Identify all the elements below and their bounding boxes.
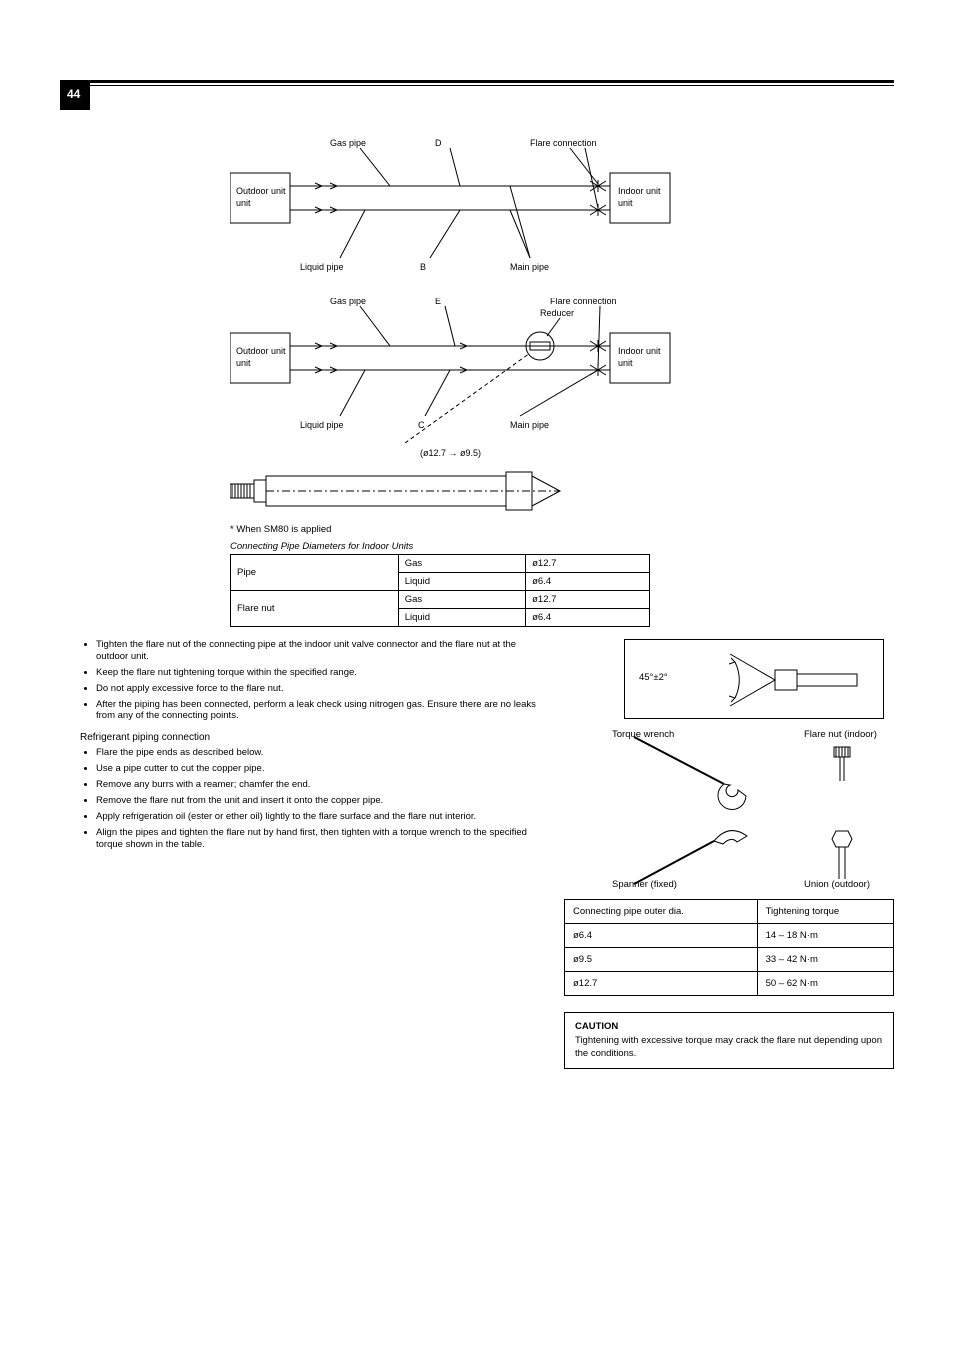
tool-diagram: Torque wrench Flare nut (indoor) Spanner… (604, 729, 894, 899)
table-row: ø9.533 – 42 N·m (565, 948, 894, 972)
cell: ø6.4 (565, 924, 758, 948)
page-header: 44 (60, 80, 894, 130)
angle-label: 45°±2° (639, 672, 668, 683)
right-column: 45°±2° (564, 639, 894, 1069)
cell: Gas (398, 591, 525, 609)
svg-text:Gas pipe: Gas pipe (330, 298, 366, 306)
note-above-table: * When SM80 is applied (230, 524, 894, 535)
reducer-dims: (ø12.7 → ø9.5) (420, 448, 481, 458)
indoor-label-1: Indoor unit (618, 186, 661, 196)
cell: ø12.7 (526, 591, 650, 609)
bullet-list-b: Flare the pipe ends as described below. … (60, 747, 540, 850)
th: Tightening torque (757, 900, 893, 924)
content: Outdoor unit unit Indoor unit unit Gas p… (60, 138, 894, 850)
table-row: Connecting pipe outer dia. Tightening to… (565, 900, 894, 924)
left-column: Tighten the flare nut of the connecting … (60, 639, 540, 850)
svg-text:unit: unit (236, 358, 251, 368)
lower-section: Tighten the flare nut of the connecting … (60, 639, 894, 850)
cell: ø6.4 (526, 573, 650, 591)
svg-text:Indoor unit: Indoor unit (618, 346, 661, 356)
list-item: Remove any burrs with a reamer; chamfer … (96, 779, 540, 791)
torque-wrench-label: Torque wrench (612, 729, 674, 740)
cell: ø6.4 (526, 609, 650, 627)
list-item: Flare the pipe ends as described below. (96, 747, 540, 759)
cell: ø9.5 (565, 948, 758, 972)
piping-diagram-1: Outdoor unit unit Indoor unit unit Gas p… (230, 138, 690, 298)
outdoor-label-1: Outdoor unit (236, 186, 286, 196)
svg-text:C: C (418, 420, 425, 430)
svg-text:unit: unit (236, 198, 251, 208)
cell: 50 – 62 N·m (757, 972, 893, 996)
table-row: Pipe Gas ø12.7 (231, 555, 650, 573)
flare-nut-label: Flare nut (indoor) (804, 729, 877, 740)
svg-text:Liquid pipe: Liquid pipe (300, 420, 344, 430)
page-number: 44 (67, 87, 80, 101)
pipe-size-table: Pipe Gas ø12.7 Liquid ø6.4 Flare nut Gas… (230, 554, 650, 627)
caution-text: Tightening with excessive torque may cra… (575, 1035, 883, 1060)
list-item: After the piping has been connected, per… (96, 699, 540, 723)
gas-pipe-label-1: Gas pipe (330, 138, 366, 148)
list-item: Use a pipe cutter to cut the copper pipe… (96, 763, 540, 775)
spanner-label: Spanner (fixed) (612, 879, 677, 890)
reducer-drawing (230, 462, 690, 522)
cell: Pipe (231, 555, 399, 591)
torque-table: Connecting pipe outer dia. Tightening to… (564, 899, 894, 996)
svg-text:Main pipe: Main pipe (510, 420, 549, 430)
flare-angle-diagram: 45°±2° (624, 639, 884, 719)
table-row: ø6.414 – 18 N·m (565, 924, 894, 948)
list-item: Apply refrigeration oil (ester or ether … (96, 811, 540, 823)
bullet-list-a: Tighten the flare nut of the connecting … (60, 639, 540, 722)
cell: ø12.7 (526, 555, 650, 573)
list-item: Keep the flare nut tightening torque wit… (96, 667, 540, 679)
caution-box: CAUTION Tightening with excessive torque… (564, 1012, 894, 1069)
table-caption: Connecting Pipe Diameters for Indoor Uni… (230, 541, 894, 552)
flare-label-1: Flare connection (530, 138, 597, 148)
list-item: Tighten the flare nut of the connecting … (96, 639, 540, 663)
reducer-label: Reducer (540, 308, 574, 318)
header-thin-rule (60, 85, 894, 86)
cell: 33 – 42 N·m (757, 948, 893, 972)
table-row: ø12.750 – 62 N·m (565, 972, 894, 996)
main-pipe-label-1: Main pipe (510, 262, 549, 272)
cell: Gas (398, 555, 525, 573)
list-item: Remove the flare nut from the unit and i… (96, 795, 540, 807)
list-item: Do not apply excessive force to the flar… (96, 683, 540, 695)
cell: Flare nut (231, 591, 399, 627)
cell: ø12.7 (565, 972, 758, 996)
caution-title: CAUTION (575, 1021, 883, 1033)
union-label: Union (outdoor) (804, 879, 870, 890)
cell: 14 – 18 N·m (757, 924, 893, 948)
svg-text:Outdoor unit: Outdoor unit (236, 346, 286, 356)
table-row: Flare nut Gas ø12.7 (231, 591, 650, 609)
header-rule (60, 80, 894, 83)
liquid-size-1: B (420, 262, 426, 272)
svg-text:unit: unit (618, 358, 633, 368)
cell: Liquid (398, 609, 525, 627)
cell: Liquid (398, 573, 525, 591)
section-title: Refrigerant piping connection (80, 732, 540, 743)
piping-diagram-2: Outdoor unit unit Indoor unit unit (230, 298, 690, 468)
list-item: Align the pipes and tighten the flare nu… (96, 827, 540, 851)
liquid-pipe-label-1: Liquid pipe (300, 262, 344, 272)
th: Connecting pipe outer dia. (565, 900, 758, 924)
gas-size-1: D (435, 138, 442, 148)
svg-text:Flare connection: Flare connection (550, 298, 617, 306)
svg-text:unit: unit (618, 198, 633, 208)
svg-text:E: E (435, 298, 441, 306)
page-number-box: 44 (60, 80, 90, 110)
